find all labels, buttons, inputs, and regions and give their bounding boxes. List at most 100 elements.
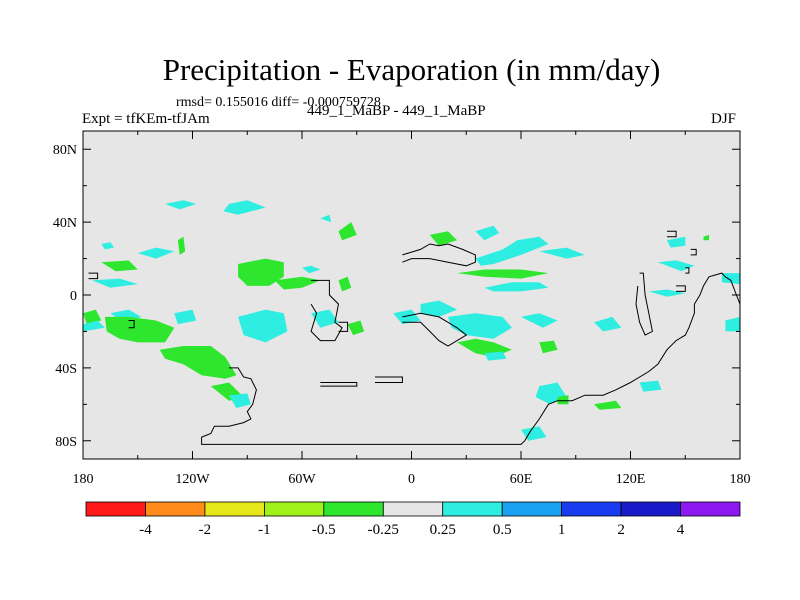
contour-region xyxy=(174,309,197,325)
x-tick-label: 60W xyxy=(288,472,316,487)
axis-ticks-layer: 180 120W 60W 0 60E 120E 180 80N 40N 0 40S 80S xyxy=(53,131,751,487)
coastline xyxy=(685,267,690,274)
contour-region xyxy=(137,247,175,259)
contour-region xyxy=(320,214,332,223)
colorbar-swatch xyxy=(204,501,265,517)
contour-region xyxy=(475,236,549,266)
contour-region xyxy=(338,222,357,241)
contour-region xyxy=(725,316,740,332)
colorbar-swatch xyxy=(145,501,206,517)
contour-fill-layer xyxy=(83,200,740,441)
colorbar-swatch xyxy=(501,501,563,517)
contour-region xyxy=(83,320,105,332)
colorbar-swatch xyxy=(680,501,741,517)
contour-region xyxy=(238,258,284,286)
comparison-label: 449_1_MaBP - 449_1_MaBP xyxy=(307,103,486,119)
coastline xyxy=(375,376,403,383)
coastline xyxy=(310,279,343,342)
contour-region xyxy=(177,236,186,255)
colorbar-label: 4 xyxy=(677,522,685,538)
contour-region xyxy=(539,340,558,354)
contour-region xyxy=(274,276,321,290)
coastline xyxy=(88,272,99,280)
colorbar-label: 1 xyxy=(558,522,566,538)
colorbar-swatch xyxy=(85,501,146,517)
colorbar-swatch xyxy=(442,501,503,517)
contour-region xyxy=(338,276,352,292)
contour-region xyxy=(223,200,266,215)
contour-region xyxy=(484,351,507,361)
colorbar-label: 0.25 xyxy=(430,522,456,538)
colorbar-swatch xyxy=(620,501,681,517)
coastline xyxy=(690,248,697,256)
contour-region xyxy=(594,316,622,332)
colorbar-swatch xyxy=(263,501,325,517)
colorbar-label: -4 xyxy=(139,522,152,538)
contour-region xyxy=(557,395,569,405)
contour-region xyxy=(229,393,251,408)
colorbar-label: -1 xyxy=(258,522,271,538)
contour-region xyxy=(393,309,421,325)
coastline xyxy=(338,321,349,332)
x-tick-label: 120E xyxy=(616,472,646,487)
x-tick-label: 60E xyxy=(510,472,533,487)
coastline xyxy=(402,243,476,267)
contour-region xyxy=(311,309,339,328)
y-tick-label: 40N xyxy=(53,216,77,231)
y-tick-label: 40S xyxy=(55,362,77,377)
contour-region xyxy=(420,300,458,317)
coastline xyxy=(201,272,740,445)
season-label: DJF xyxy=(711,111,737,127)
contour-region xyxy=(101,260,138,272)
contour-region xyxy=(521,313,558,328)
contour-region xyxy=(594,400,622,410)
contour-region xyxy=(639,380,662,392)
contour-region xyxy=(83,309,102,325)
contour-region xyxy=(448,313,512,339)
colorbar-label: -0.5 xyxy=(312,522,336,538)
contour-region xyxy=(347,320,365,336)
x-tick-label: 120W xyxy=(175,472,210,487)
coastline xyxy=(635,272,653,336)
contour-region xyxy=(429,231,458,246)
contour-region xyxy=(539,247,585,259)
contour-region xyxy=(457,269,549,279)
contour-region xyxy=(648,289,686,297)
contour-region xyxy=(104,316,175,343)
contour-region xyxy=(92,278,138,288)
colorbar-label: -2 xyxy=(199,522,212,538)
colorbar-label: 2 xyxy=(617,522,625,538)
x-tick-label: 180 xyxy=(73,472,94,487)
chart-title: Precipitation - Evaporation (in mm/day) xyxy=(162,52,661,87)
x-tick-label: 0 xyxy=(408,472,415,487)
contour-region xyxy=(101,242,114,250)
contour-region xyxy=(721,273,740,285)
y-tick-label: 80S xyxy=(55,435,77,450)
contour-region xyxy=(484,282,549,292)
contour-region xyxy=(238,309,288,343)
coastline xyxy=(320,382,358,387)
coastline xyxy=(676,285,686,292)
contour-region xyxy=(703,234,709,241)
plot-background xyxy=(83,131,740,459)
colorbar-swatch xyxy=(323,501,384,517)
colorbar-label: -0.25 xyxy=(368,522,399,538)
experiment-label: Expt = tfKEm-tfJAm xyxy=(82,111,210,127)
contour-region xyxy=(667,236,686,248)
colorbar-swatch xyxy=(561,501,622,517)
contour-region xyxy=(165,200,197,210)
colorbar: -4 -2 -1 -0.5 -0.25 0.25 0.5 1 2 4 xyxy=(85,501,741,538)
stats-text: rmsd= 0.155016 diff= -0.000759728 xyxy=(176,95,381,110)
coastline xyxy=(402,312,468,347)
contour-region xyxy=(475,225,500,241)
y-tick-label: 80N xyxy=(53,143,77,158)
coastline-layer xyxy=(88,230,740,445)
contour-region xyxy=(159,346,237,379)
x-tick-label: 180 xyxy=(730,472,751,487)
coastline xyxy=(128,320,135,329)
y-tick-label: 0 xyxy=(70,289,77,304)
colorbar-swatch xyxy=(382,501,444,517)
contour-region xyxy=(302,265,321,274)
colorbar-label: 0.5 xyxy=(493,522,512,538)
